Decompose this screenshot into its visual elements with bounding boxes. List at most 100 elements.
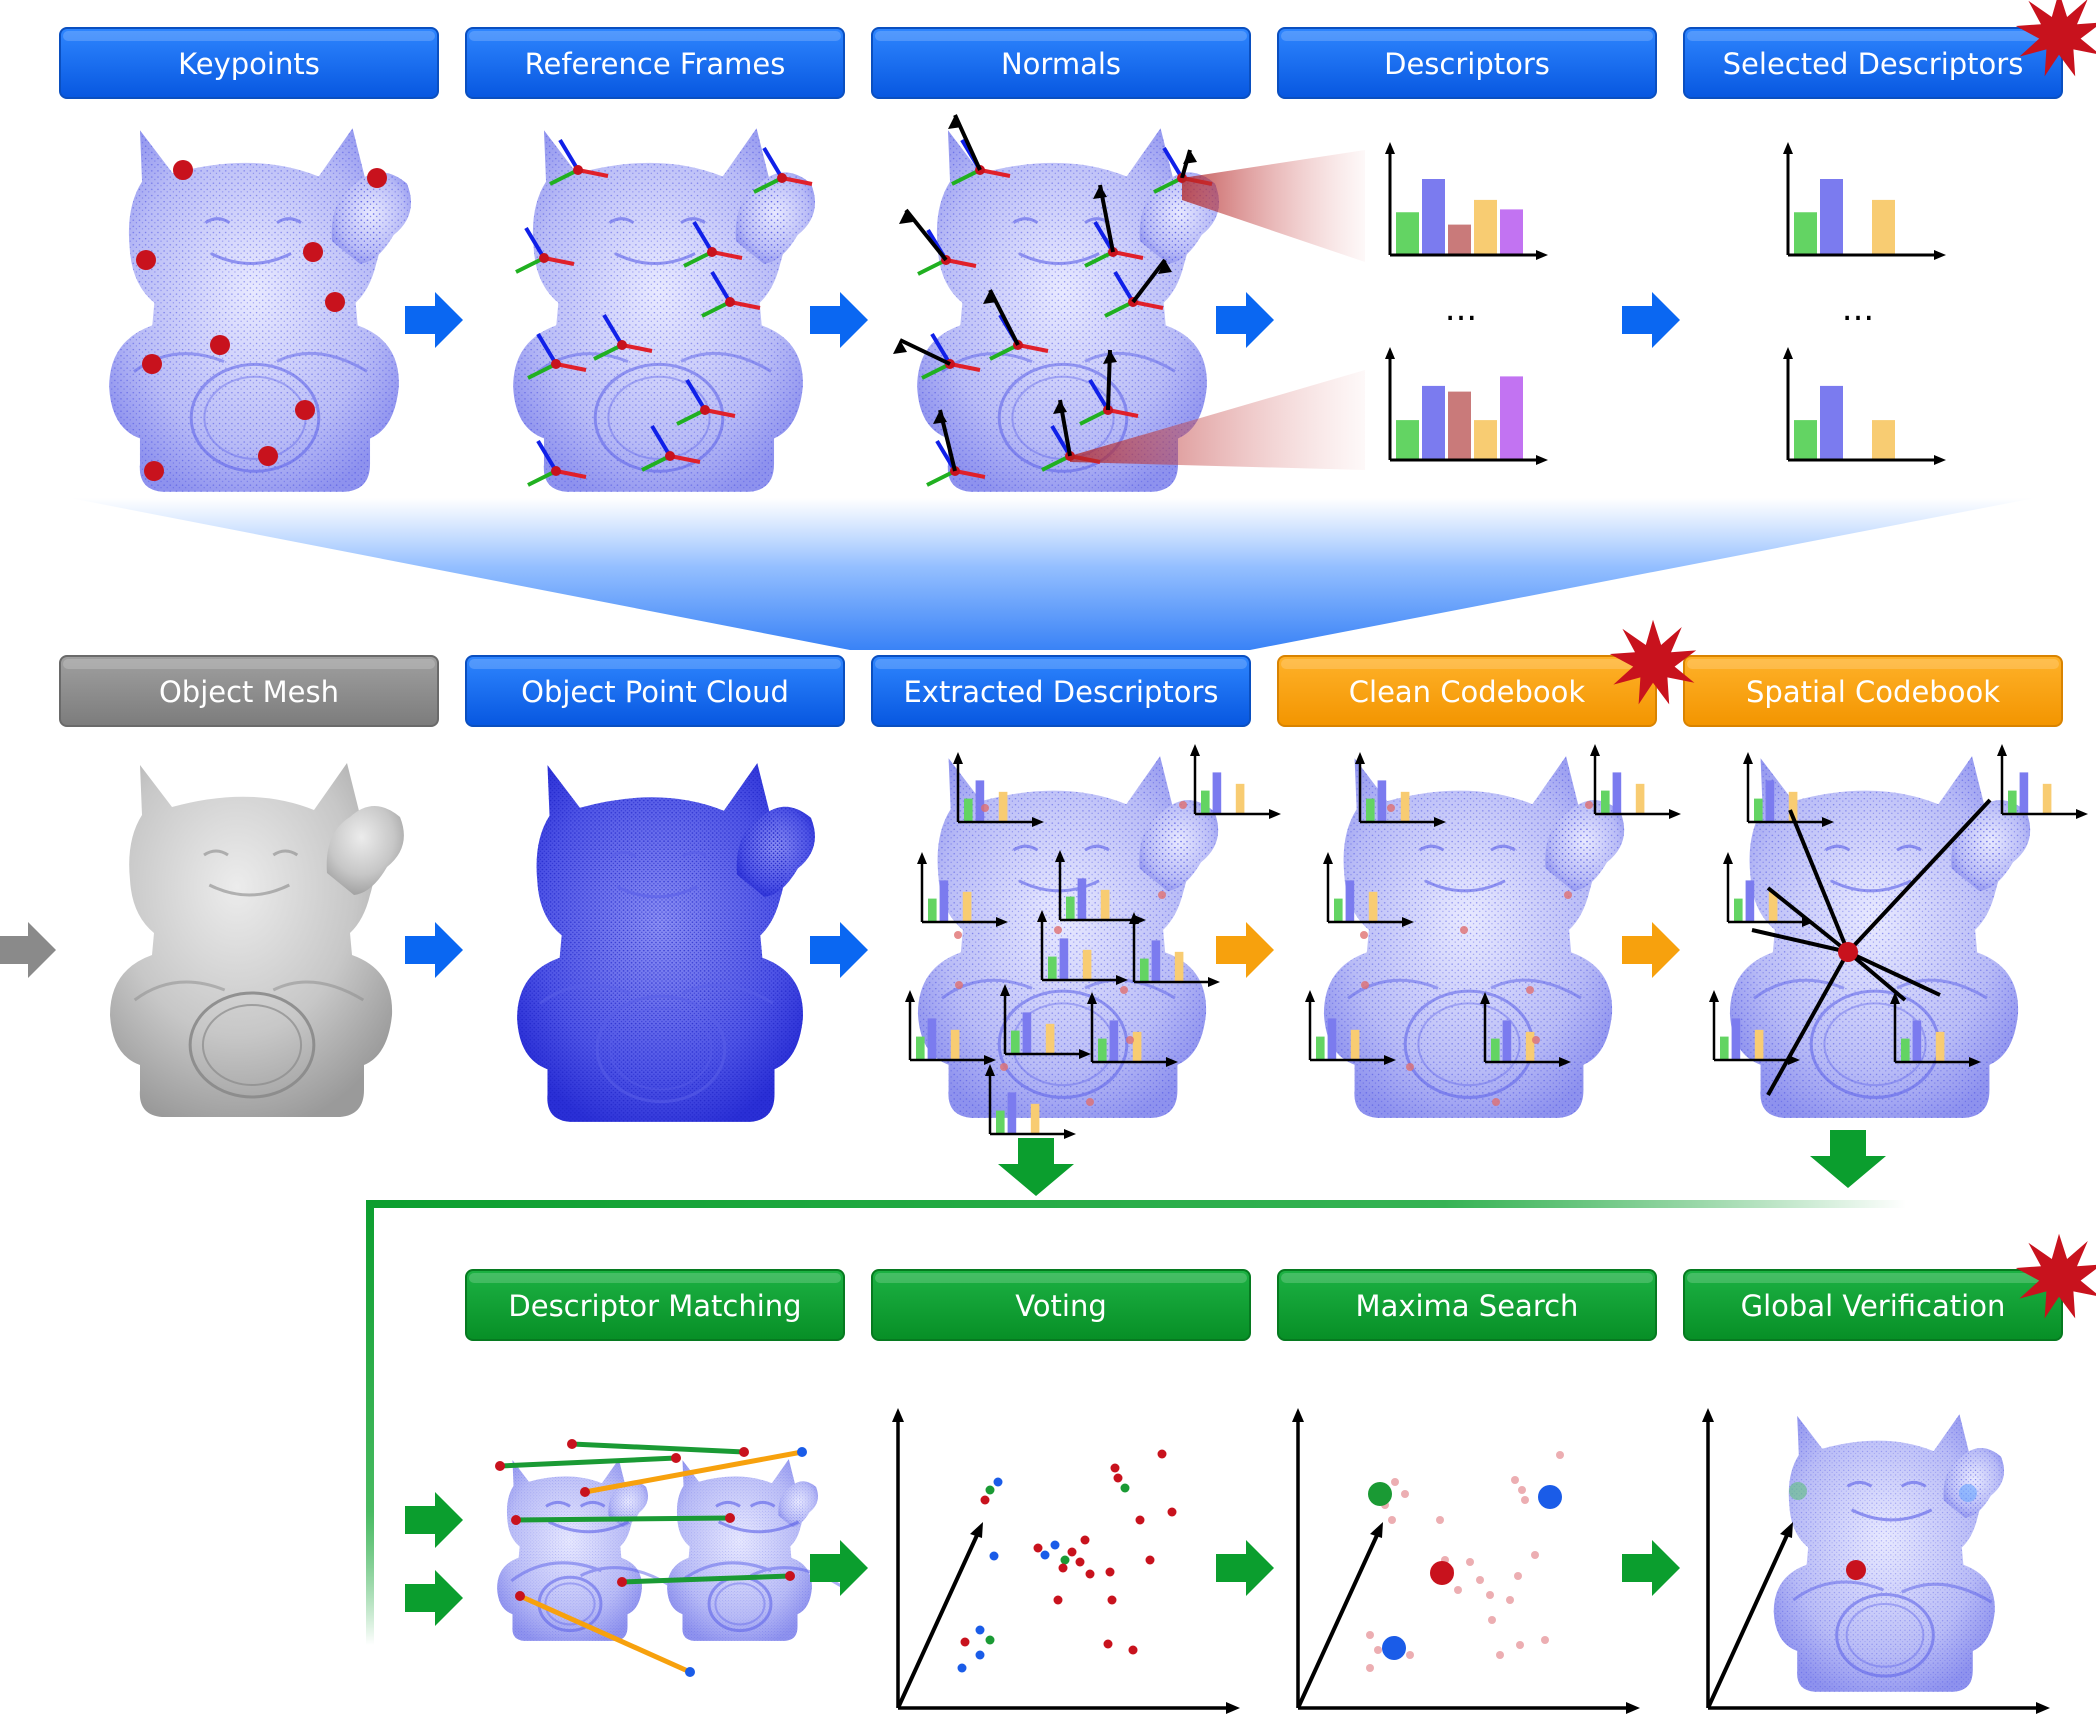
small-descriptor	[1055, 850, 1146, 925]
small-descriptor	[1305, 990, 1396, 1065]
histogram-bar	[1601, 790, 1610, 814]
selected-descriptor-histogram	[1783, 142, 1946, 260]
small-descriptor	[953, 752, 1044, 827]
histogram-bar	[1448, 391, 1471, 460]
small-descriptor	[905, 990, 996, 1065]
histogram-bar	[1396, 212, 1419, 255]
histogram-bar	[1077, 878, 1087, 920]
histogram-bar	[996, 1110, 1005, 1134]
histogram-bar	[1132, 1031, 1142, 1062]
match-lines	[495, 1439, 807, 1677]
ellipsis: ...	[1445, 289, 1477, 329]
step-header-normals: Normals	[871, 27, 1251, 99]
histogram-bar	[1734, 898, 1743, 922]
verified-object-center	[1846, 1560, 1866, 1580]
step-header-maxima-search: Maxima Search	[1277, 1269, 1657, 1341]
small-descriptor	[1590, 744, 1681, 819]
keypoint	[325, 292, 345, 312]
histogram-bar	[1754, 798, 1763, 822]
histogram-bar	[1491, 1038, 1500, 1062]
right-arrow-icon	[405, 292, 463, 348]
small-descriptor	[1129, 912, 1220, 987]
keypoint	[210, 335, 230, 355]
step-header-selected-descriptors: Selected Descriptors	[1683, 27, 2063, 99]
step-label: Object Point Cloud	[521, 675, 789, 709]
keypoint	[173, 160, 193, 180]
histogram-bar	[939, 880, 949, 922]
histogram-bar	[1082, 949, 1092, 980]
step-header-object-point-cloud: Object Point Cloud	[465, 655, 845, 727]
step-label: Normals	[1001, 47, 1121, 81]
step-header-keypoints: Keypoints	[59, 27, 439, 99]
histogram-bar	[1731, 1018, 1741, 1060]
histogram-bar	[1048, 956, 1057, 980]
right-arrow-icon	[405, 1570, 463, 1626]
step-header-clean-codebook: Clean Codebook	[1277, 655, 1657, 727]
histogram-bar	[1327, 1018, 1337, 1060]
histogram-bar	[1935, 1031, 1945, 1062]
right-arrow-icon	[0, 922, 56, 978]
cat-clean-codebook	[1323, 756, 1625, 1118]
vote-points	[957, 1449, 1177, 1673]
histogram-bar	[1474, 199, 1497, 255]
verification-axes	[1702, 1408, 2050, 1714]
histogram-bar	[1396, 420, 1419, 460]
voting-axes	[892, 1408, 1240, 1714]
keypoint	[295, 400, 315, 420]
histogram-bar	[1525, 1031, 1535, 1062]
histogram-bar	[1022, 1012, 1032, 1054]
histogram-bar	[1765, 780, 1775, 822]
small-descriptor	[1087, 992, 1178, 1067]
keypoint	[303, 242, 323, 262]
histogram-bar	[928, 898, 937, 922]
step-label: Extracted Descriptors	[903, 675, 1218, 709]
step-label: Object Mesh	[159, 675, 339, 709]
histogram-bar	[975, 780, 985, 822]
histogram-bar	[1720, 1036, 1729, 1060]
histogram-bar	[1151, 940, 1161, 982]
histogram-bar	[1235, 783, 1245, 814]
histogram-bar	[1011, 1030, 1020, 1054]
histogram-bar	[1500, 209, 1523, 255]
histogram-bar	[1500, 376, 1523, 460]
green-connector-vertical	[366, 1200, 374, 1645]
histogram-bar	[1109, 1020, 1119, 1062]
histogram-bar	[1612, 772, 1622, 814]
step-header-object-mesh: Object Mesh	[59, 655, 439, 727]
histogram-bar	[2019, 772, 2029, 814]
small-descriptor	[1355, 752, 1446, 827]
histogram-bar	[1745, 880, 1755, 922]
right-arrow-icon	[1216, 922, 1274, 978]
small-descriptor	[1480, 992, 1571, 1067]
descriptor-histogram	[1385, 347, 1548, 465]
small-descriptor	[917, 852, 1008, 927]
small-descriptor	[985, 1064, 1076, 1139]
histogram-bar	[1794, 420, 1817, 460]
object-center	[1838, 942, 1858, 962]
keypoint	[258, 446, 278, 466]
right-arrow-icon	[405, 922, 463, 978]
step-label: Keypoints	[178, 47, 320, 81]
histogram-bar	[1502, 1020, 1512, 1062]
histogram-bar	[1030, 1103, 1040, 1134]
cat-extracted-descriptors	[917, 756, 1219, 1118]
down-arrow-icon	[998, 1138, 1074, 1196]
histogram-bar	[1422, 179, 1445, 255]
right-arrow-icon	[1622, 922, 1680, 978]
green-connector-horizontal	[366, 1200, 1906, 1208]
small-descriptor	[1037, 910, 1128, 985]
right-arrow-icon	[810, 922, 868, 978]
histogram-bar	[2008, 790, 2017, 814]
histogram-bar	[2042, 783, 2052, 814]
keypoint	[144, 461, 164, 481]
histogram-bar	[1366, 798, 1375, 822]
small-descriptor	[1709, 990, 1800, 1065]
histogram-bar	[1377, 780, 1387, 822]
histogram-bar	[1045, 1023, 1055, 1054]
maxima-points	[1366, 1451, 1564, 1672]
histogram-bar	[962, 891, 972, 922]
histogram-bar	[1098, 1038, 1107, 1062]
histogram-bar	[1066, 896, 1075, 920]
histogram-bar	[1820, 385, 1843, 460]
